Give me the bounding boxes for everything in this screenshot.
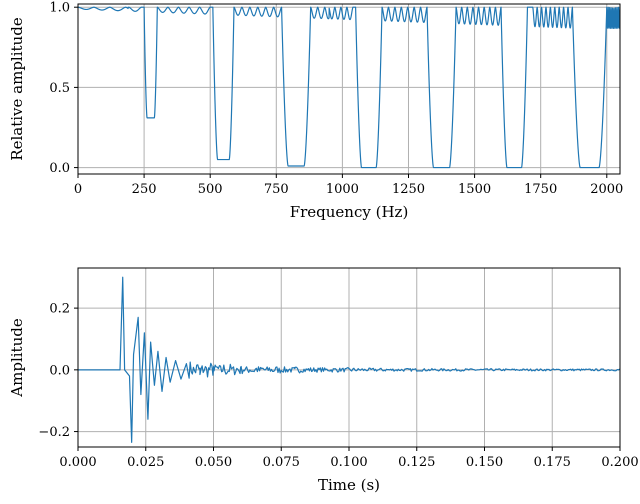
x-tick-label: 1750 <box>524 182 557 197</box>
x-tick-label: 0 <box>74 182 82 197</box>
x-tick-label: 0.050 <box>195 455 232 470</box>
x-axis-label: Time (s) <box>318 476 380 494</box>
x-tick-label: 1000 <box>326 182 359 197</box>
x-tick-label: 750 <box>264 182 289 197</box>
plot-frame <box>77 3 621 175</box>
series-line <box>78 276 620 443</box>
x-tick-label: 250 <box>132 182 157 197</box>
x-axis-label: Frequency (Hz) <box>290 203 409 221</box>
x-tick-label: 1250 <box>392 182 425 197</box>
y-tick-label: 0.0 <box>49 363 70 378</box>
x-tick-label: 1500 <box>458 182 491 197</box>
x-tick-label: 0.200 <box>601 455 638 470</box>
x-tick-label: 2000 <box>590 182 623 197</box>
x-tick-label: 0.175 <box>534 455 571 470</box>
impulse-response-panel: 0.000 0.025 0.050 0.075 0.100 0.125 0.150 0.175… <box>8 267 639 494</box>
series-line <box>78 6 620 169</box>
y-tick-label: 0.5 <box>49 81 70 96</box>
x-tick-label: 0.150 <box>466 455 503 470</box>
x-tick-label: 500 <box>198 182 223 197</box>
y-tick-label: 1.0 <box>49 1 70 16</box>
y-axis-label: Relative amplitude <box>8 17 26 161</box>
x-tick-label: 0.125 <box>398 455 435 470</box>
y-tick-label: 0.0 <box>49 161 70 176</box>
x-tick-label: 0.100 <box>330 455 367 470</box>
y-tick-label: −0.2 <box>38 425 70 440</box>
y-tick-label: 0.2 <box>49 302 70 317</box>
x-tick-label: 0.075 <box>263 455 300 470</box>
x-tick-label: 0.025 <box>127 455 164 470</box>
frequency-response-panel: 0 250 500 750 1000 1250 1500 1750 2000 0.0 0.5 1.0 F… <box>8 1 623 221</box>
x-tick-label: 0.000 <box>59 455 96 470</box>
y-axis-label: Amplitude <box>8 318 26 398</box>
